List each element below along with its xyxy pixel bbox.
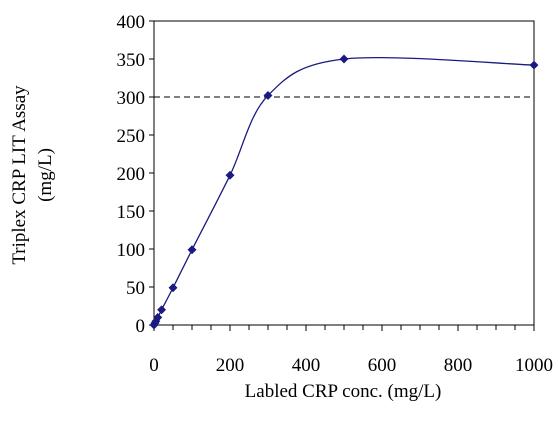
y-tick-label: 200 bbox=[117, 164, 146, 185]
plot-frame bbox=[153, 20, 535, 326]
x-tick-label: 1000 bbox=[515, 355, 553, 376]
data-point-marker bbox=[153, 312, 163, 322]
chart-marks: 0 50 100 150 200 250 300 350 400 0 200 400 600 800 100… bbox=[117, 12, 554, 376]
data-point-marker bbox=[339, 54, 349, 64]
x-tick-label: 800 bbox=[444, 355, 473, 376]
y-tick-label: 100 bbox=[117, 240, 146, 261]
y-tick-label: 250 bbox=[117, 126, 146, 147]
data-point-marker bbox=[225, 170, 235, 180]
y-tick-label: 300 bbox=[117, 88, 146, 109]
y-tick-label: 150 bbox=[117, 202, 146, 223]
x-axis-title: Labled CRP conc. (mg/L) bbox=[245, 381, 442, 402]
y-axis-title-line2: (mg/L) bbox=[35, 148, 56, 202]
x-tick-label: 400 bbox=[292, 355, 321, 376]
y-axis-title-line1: Triplex CRP LIT Assay bbox=[9, 85, 30, 265]
y-tick-label: 400 bbox=[117, 12, 146, 33]
x-tick-label: 0 bbox=[149, 355, 159, 376]
data-point-marker bbox=[187, 245, 197, 255]
x-tick-label: 200 bbox=[216, 355, 245, 376]
series-line bbox=[153, 56, 535, 326]
data-point-marker bbox=[168, 283, 178, 293]
data-point-marker bbox=[157, 305, 167, 315]
y-tick-label: 350 bbox=[117, 50, 146, 71]
y-tick-label: 50 bbox=[126, 278, 145, 299]
y-tick-label: 0 bbox=[136, 316, 146, 337]
data-point-marker bbox=[263, 90, 273, 101]
data-point-marker bbox=[529, 60, 539, 70]
x-tick-label: 600 bbox=[368, 355, 397, 376]
